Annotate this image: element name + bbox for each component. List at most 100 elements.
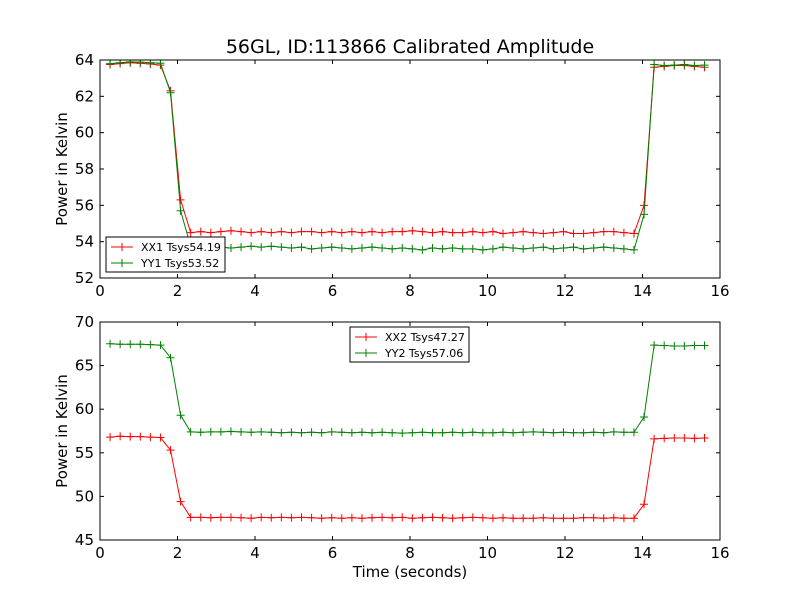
top-series-2-point [539,243,548,252]
bottom-series-1-point [519,514,528,523]
top-series-1-point [499,229,507,238]
bottom-series-2-point [196,428,205,437]
bottom-series-2-point [488,428,497,437]
bottom-series-2-point [418,428,427,437]
bottom-series-2-point [619,428,628,437]
bottom-series-2-point [226,427,235,436]
bottom-series-1-point [609,513,618,522]
top-series-2-point [438,244,447,253]
top-series-1-point [418,227,427,236]
top-x-tick-label: 4 [250,282,260,300]
top-series-1-point [257,227,266,236]
top-series-2-point [499,243,507,252]
top-y-tick-label: 64 [75,51,94,69]
top-series-1-point [448,228,457,237]
top-series-1-point [357,228,366,237]
top-series-1-point [216,227,225,236]
bottom-series-1-point [569,514,578,523]
bottom-series-2-point [398,429,407,438]
top-x-tick-label: 16 [710,282,729,300]
bottom-series-2-point [357,428,366,437]
top-series-2-point [448,244,457,253]
bottom-series-2-point [579,428,588,437]
bottom-series-1-point [176,497,185,506]
top-y-tick-label: 54 [75,233,94,251]
bottom-series-2-point [388,428,397,437]
top-series-2-point [670,61,679,70]
bottom-series-2-point [428,428,437,437]
bottom-series-2-point [499,428,507,437]
bottom-y-tick-label: 60 [75,400,94,418]
top-series-2-point [609,244,618,253]
bottom-series-2-point [146,340,155,349]
top-y-tick-label: 52 [75,269,94,287]
top-y-tick-label: 60 [75,124,94,142]
bottom-series-1-point [297,513,306,522]
bottom-series-2-point [529,427,538,436]
top-series-2-point [458,244,467,253]
bottom-series-1-point [378,513,387,522]
bottom-series-1-point [488,514,497,523]
bottom-x-tick-label: 6 [328,544,338,562]
top-series-2-point [277,243,286,252]
bottom-y-tick-label: 45 [75,531,94,549]
bottom-series-2-point [317,428,326,437]
bottom-series-1-point [307,513,316,522]
top-x-tick-label: 2 [173,282,183,300]
bottom-series-1-point [267,513,276,522]
top-series-2-point [388,244,397,253]
bottom-series-1-point [347,513,356,522]
top-series-2-point [106,60,115,68]
top-series-2-point [478,245,487,254]
bottom-series-2-point [216,427,225,436]
bottom-series-2-point [237,427,246,436]
top-series-1-point [579,229,588,238]
bottom-series-1-point [156,433,165,442]
top-x-tick-label: 6 [328,282,338,300]
bottom-series-1-point [499,513,507,522]
bottom-series-1-point [216,513,225,522]
top-series-2-point [156,60,165,68]
top-series-2-point [589,244,598,253]
bottom-legend-marker-1 [362,333,370,341]
bottom-series-1-point [619,514,628,523]
top-series-2-point [317,244,326,253]
bottom-series-1-point [690,434,699,443]
top-series-2-point [357,244,366,253]
top-series-2-point [650,60,659,69]
top-series-1-point [237,227,246,236]
top-series-2-point [640,210,649,219]
top-series-2-point [599,243,608,252]
top-series-1-point [488,227,497,236]
bottom-series-1-point [629,514,638,523]
top-series-2-point [488,244,497,253]
top-series-2-point [136,60,145,67]
top-y-tick-label: 56 [75,196,94,214]
top-y-axis-label: Power in Kelvin [53,112,71,226]
bottom-series-1-point [247,514,256,523]
bottom-series-2-point [650,341,659,350]
bottom-series-2-point [176,411,185,420]
top-y-tick-label: 62 [75,87,94,105]
bottom-series-1-point [368,513,377,522]
top-series-2-point [327,243,336,252]
top-series-1-point [478,228,487,237]
bottom-series-1-point [529,514,538,523]
bottom-series-1-point [509,514,518,523]
top-series-2-point [257,243,266,252]
top-series-2-point [176,206,185,215]
top-series-2-point [297,243,306,252]
bottom-series-1-point [357,514,366,523]
top-legend-label-2: YY1 Tsys53.52 [140,257,219,270]
bottom-series-2-point [448,428,457,437]
bottom-x-tick-label: 2 [173,544,183,562]
bottom-y-tick-label: 70 [75,313,94,331]
bottom-series-2-point [589,428,598,437]
top-series-1-point [347,227,356,236]
bottom-x-tick-label: 12 [555,544,574,562]
bottom-series-1-point [650,434,659,443]
bottom-series-2-point [700,341,709,350]
top-series-1-point [509,228,518,237]
bottom-series-2-point [539,428,548,437]
bottom-series-1-point [186,513,195,522]
